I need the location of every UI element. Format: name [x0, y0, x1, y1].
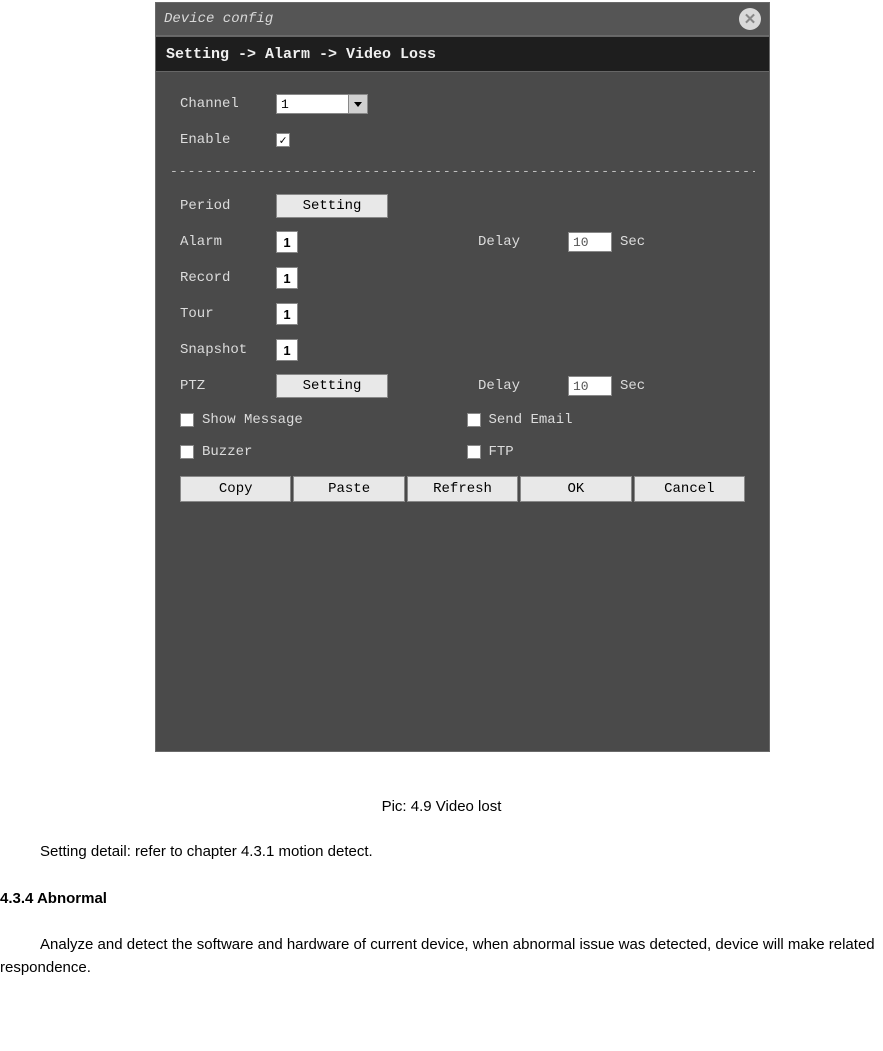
section-heading-abnormal: 4.3.4 Abnormal	[0, 890, 883, 907]
figure-caption: Pic: 4.9 Video lost	[0, 798, 883, 815]
dialog-title: Device config	[164, 11, 273, 27]
record-label: Record	[180, 270, 276, 286]
separator: ----------------------------------------…	[170, 164, 755, 182]
ptz-delay-unit: Sec	[620, 378, 645, 394]
enable-label: Enable	[180, 132, 276, 148]
enable-checkbox[interactable]: ✓	[276, 133, 290, 147]
breadcrumb: Setting -> Alarm -> Video Loss	[156, 36, 769, 72]
dialog-body: Channel 1 Enable ✓ ---------------------…	[156, 72, 769, 502]
buzzer-label: Buzzer	[202, 444, 252, 460]
chevron-down-icon[interactable]	[348, 95, 367, 113]
paragraph-setting-detail: Setting detail: refer to chapter 4.3.1 m…	[40, 843, 873, 860]
copy-button[interactable]: Copy	[180, 476, 291, 502]
channel-value: 1	[281, 97, 289, 112]
alarm-value-box[interactable]: 1	[276, 231, 298, 253]
ptz-label: PTZ	[180, 378, 276, 394]
ptz-delay-input[interactable]: 10	[568, 376, 612, 396]
paragraph-abnormal-text: Analyze and detect the software and hard…	[0, 936, 875, 976]
send-email-checkbox[interactable]	[467, 413, 481, 427]
alarm-delay-label: Delay	[478, 234, 568, 250]
channel-select[interactable]: 1	[276, 94, 368, 114]
ftp-label: FTP	[489, 444, 514, 460]
titlebar: Device config ✕	[156, 3, 769, 36]
tour-label: Tour	[180, 306, 276, 322]
alarm-delay-unit: Sec	[620, 234, 645, 250]
ok-button[interactable]: OK	[520, 476, 631, 502]
paragraph-abnormal: Analyze and detect the software and hard…	[0, 933, 879, 980]
close-icon[interactable]: ✕	[739, 8, 761, 30]
ptz-setting-button[interactable]: Setting	[276, 374, 388, 398]
ftp-checkbox[interactable]	[467, 445, 481, 459]
show-message-label: Show Message	[202, 412, 303, 428]
tour-value-box[interactable]: 1	[276, 303, 298, 325]
refresh-button[interactable]: Refresh	[407, 476, 518, 502]
button-bar: Copy Paste Refresh OK Cancel	[180, 476, 745, 502]
cancel-button[interactable]: Cancel	[634, 476, 745, 502]
paste-button[interactable]: Paste	[293, 476, 404, 502]
ptz-delay-label: Delay	[478, 378, 568, 394]
buzzer-checkbox[interactable]	[180, 445, 194, 459]
alarm-delay-input[interactable]: 10	[568, 232, 612, 252]
snapshot-value-box[interactable]: 1	[276, 339, 298, 361]
show-message-checkbox[interactable]	[180, 413, 194, 427]
send-email-label: Send Email	[489, 412, 573, 428]
record-value-box[interactable]: 1	[276, 267, 298, 289]
breadcrumb-text: Setting -> Alarm -> Video Loss	[166, 46, 436, 63]
snapshot-label: Snapshot	[180, 342, 276, 358]
device-config-dialog: Device config ✕ Setting -> Alarm -> Vide…	[155, 2, 770, 752]
alarm-label: Alarm	[180, 234, 276, 250]
period-setting-button[interactable]: Setting	[276, 194, 388, 218]
period-label: Period	[180, 198, 276, 214]
channel-label: Channel	[180, 96, 276, 112]
